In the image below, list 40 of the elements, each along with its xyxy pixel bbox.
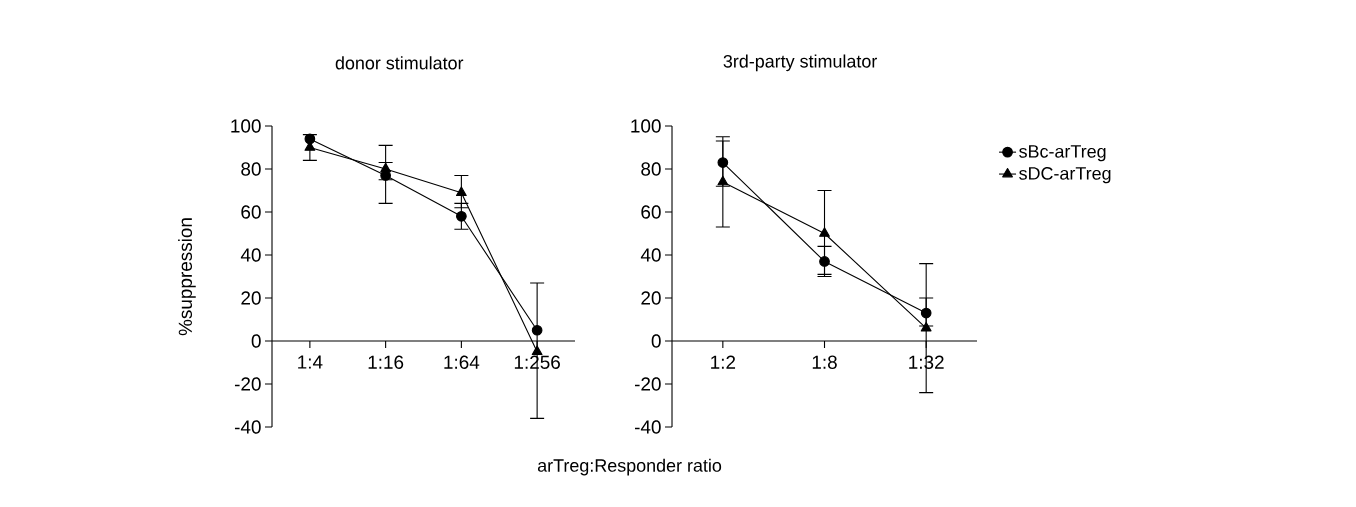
y-tick-label: 60: [241, 205, 261, 219]
point: [819, 227, 830, 237]
y-tick-label: 40: [640, 248, 661, 262]
y-tick-label: -40: [234, 420, 261, 434]
point: [456, 210, 467, 222]
point: [380, 162, 392, 173]
y-axis-title: %suppression: [178, 218, 196, 336]
point: [717, 175, 729, 186]
y-tick-label: 0: [651, 334, 661, 348]
point: [455, 186, 467, 196]
x-tick-label: 1:4: [298, 355, 323, 369]
x-axis-title: arTreg:Responder ratio: [537, 458, 722, 476]
y-tick-label: 0: [251, 334, 261, 348]
chart-title: 3rd-party stimulator: [723, 54, 878, 72]
y-tick-label: 80: [241, 162, 261, 176]
y-tick-label: 20: [641, 291, 661, 305]
y-tick-label: 60: [641, 205, 661, 219]
x-tick-label: 1:64: [444, 355, 480, 369]
point: [380, 170, 391, 181]
y-tick-label: 80: [641, 162, 661, 176]
legend-label: sDC-arTreg: [1019, 167, 1111, 184]
x-tick-label: 1:8: [812, 355, 837, 369]
point: [531, 345, 543, 356]
point: [920, 307, 932, 319]
x-tick-label: 1:16: [368, 355, 404, 369]
point: [920, 321, 932, 332]
y-tick-label: 20: [241, 291, 261, 305]
y-tick-label: 100: [631, 119, 661, 133]
legend-label: sBc-arTreg: [1019, 145, 1106, 162]
x-tick-label: 1:2: [711, 355, 736, 369]
y-tick-label: 40: [240, 248, 261, 262]
point: [717, 157, 729, 168]
y-tick-label: 100: [231, 119, 261, 133]
y-tick-label: -20: [234, 377, 261, 391]
point: [304, 133, 316, 145]
y-tick-label: -40: [634, 420, 661, 434]
chart-title: donor stimulator: [335, 56, 464, 70]
point: [819, 256, 830, 267]
point: [531, 324, 543, 336]
y-tick-label: -20: [634, 377, 661, 391]
